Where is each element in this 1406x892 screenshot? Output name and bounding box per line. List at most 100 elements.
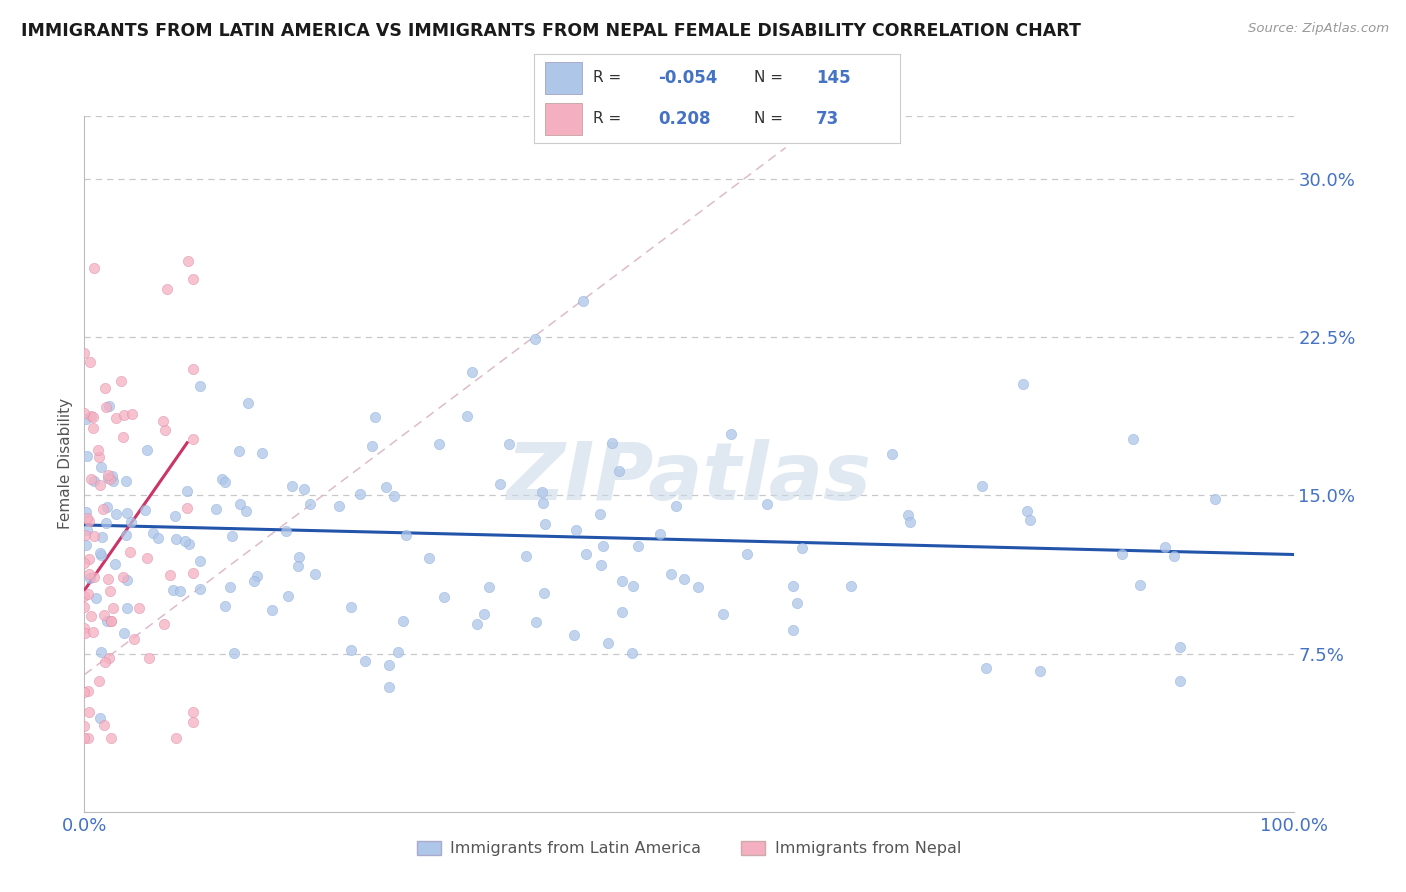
- Point: [478, 581, 501, 595]
- Point: [1012, 376, 1035, 391]
- Legend: Immigrants from Latin America, Immigrants from Nepal: Immigrants from Latin America, Immigrant…: [411, 835, 967, 863]
- Point: [73, 528, 96, 542]
- Point: [112, 626, 135, 640]
- Point: [972, 479, 994, 493]
- Point: [288, 549, 311, 564]
- Point: [97, 572, 120, 586]
- Point: [117, 506, 139, 520]
- Point: [621, 579, 644, 593]
- Point: [115, 475, 138, 489]
- Text: R =: R =: [593, 70, 621, 85]
- Point: [612, 574, 634, 588]
- Point: [73, 621, 96, 635]
- Point: [89, 546, 111, 560]
- Point: [607, 463, 630, 477]
- Point: [1168, 640, 1191, 654]
- Point: [101, 474, 124, 488]
- Point: [181, 432, 204, 446]
- Point: [575, 547, 598, 561]
- Point: [474, 607, 496, 622]
- Point: [489, 477, 512, 491]
- Point: [349, 487, 371, 501]
- Point: [361, 439, 384, 453]
- Point: [176, 483, 198, 498]
- Text: -0.054: -0.054: [658, 69, 718, 87]
- FancyBboxPatch shape: [546, 62, 582, 94]
- Point: [73, 345, 96, 359]
- Point: [222, 646, 245, 660]
- Text: 0.208: 0.208: [658, 110, 711, 128]
- Point: [392, 614, 415, 628]
- Y-axis label: Female Disability: Female Disability: [58, 398, 73, 530]
- Point: [673, 572, 696, 586]
- Point: [96, 500, 118, 514]
- Point: [588, 508, 610, 522]
- Point: [790, 541, 813, 555]
- Point: [173, 534, 195, 549]
- Point: [122, 632, 145, 647]
- Point: [79, 705, 101, 719]
- Point: [465, 617, 488, 632]
- Point: [188, 582, 211, 597]
- Point: [136, 443, 159, 458]
- Point: [898, 516, 921, 530]
- Point: [83, 260, 105, 275]
- Point: [395, 527, 418, 541]
- Point: [146, 531, 169, 545]
- Point: [89, 450, 111, 464]
- Point: [339, 643, 361, 657]
- Point: [1122, 432, 1144, 446]
- Point: [80, 608, 103, 623]
- Point: [93, 718, 115, 732]
- Point: [169, 583, 191, 598]
- Point: [79, 571, 101, 585]
- Point: [82, 410, 104, 425]
- Point: [786, 596, 808, 610]
- Text: R =: R =: [593, 112, 621, 126]
- Text: 145: 145: [815, 69, 851, 87]
- Point: [80, 472, 103, 486]
- Point: [378, 680, 401, 694]
- Point: [281, 479, 304, 493]
- Point: [156, 282, 179, 296]
- Point: [115, 601, 138, 615]
- Point: [711, 607, 734, 621]
- Point: [73, 589, 96, 603]
- Text: ZIPatlas: ZIPatlas: [506, 439, 872, 516]
- Point: [531, 496, 554, 510]
- Point: [89, 478, 111, 492]
- Point: [461, 365, 484, 379]
- Point: [76, 731, 98, 745]
- Point: [600, 436, 623, 450]
- Point: [531, 485, 554, 500]
- Point: [533, 586, 555, 600]
- Point: [243, 574, 266, 588]
- Point: [73, 406, 96, 420]
- Point: [100, 614, 122, 628]
- Point: [235, 504, 257, 518]
- Point: [115, 528, 138, 542]
- Point: [75, 505, 97, 519]
- Point: [304, 567, 326, 582]
- Point: [378, 657, 401, 672]
- Text: N =: N =: [754, 112, 783, 126]
- Point: [100, 731, 122, 745]
- Point: [165, 509, 187, 524]
- Point: [181, 566, 204, 581]
- Point: [98, 584, 121, 599]
- Point: [650, 526, 672, 541]
- Point: [97, 399, 120, 413]
- Point: [589, 558, 612, 572]
- Point: [686, 580, 709, 594]
- Point: [87, 674, 110, 689]
- Point: [1029, 665, 1052, 679]
- Point: [73, 625, 96, 640]
- Point: [165, 731, 187, 745]
- Point: [1163, 549, 1185, 564]
- Point: [93, 381, 115, 395]
- Point: [228, 444, 250, 458]
- Point: [592, 539, 614, 553]
- Point: [1153, 540, 1175, 554]
- Point: [111, 569, 134, 583]
- Point: [974, 661, 997, 675]
